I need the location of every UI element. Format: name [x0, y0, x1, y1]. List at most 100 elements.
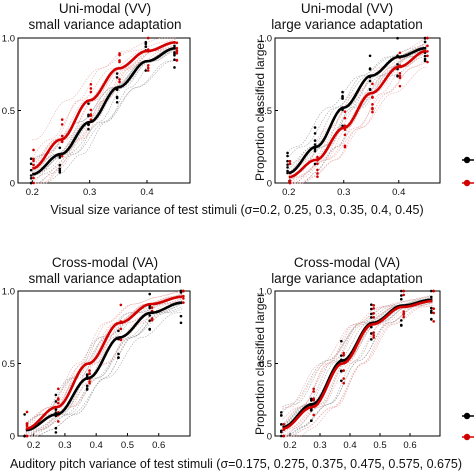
subject-point: [280, 423, 283, 426]
subject-point: [398, 76, 402, 80]
subject-curve: [32, 60, 176, 175]
subject-point: [370, 303, 373, 306]
subject-point: [119, 338, 123, 342]
subject-point: [342, 381, 346, 385]
subject-point: [396, 74, 399, 78]
y-tick-label: 0: [267, 432, 272, 443]
subject-curve: [25, 290, 183, 429]
subject-point: [398, 51, 402, 55]
subject-point: [115, 76, 119, 79]
panel-title: Cross-modal (VA): [294, 255, 400, 270]
subject-point: [371, 82, 374, 86]
subject-curve: [32, 59, 176, 181]
subject-point: [426, 44, 429, 48]
subject-curve: [282, 302, 433, 437]
panel-vv-small: Uni-modal (VV) small variance adaptation…: [2, 1, 191, 198]
subject-point: [60, 123, 64, 126]
x-tick-label: 0.4: [392, 187, 405, 198]
y-tick-label: 0.5: [2, 359, 15, 370]
subject-point: [368, 67, 372, 70]
subject-point: [85, 373, 89, 376]
panel-subtitle: large variance adaptation: [271, 17, 423, 32]
subject-curve: [32, 40, 176, 184]
subject-curve: [25, 295, 183, 437]
subject-point: [58, 156, 62, 159]
y-axis-label: Proportion classified larger: [253, 293, 267, 435]
subject-point: [148, 292, 152, 296]
subject-point: [432, 307, 436, 310]
subject-curve: [288, 42, 427, 184]
subject-point: [58, 167, 62, 171]
legend-marker: [463, 412, 471, 420]
subject-point: [25, 434, 29, 438]
subject-point: [29, 174, 33, 177]
subject-point: [313, 132, 317, 135]
subject-point: [396, 36, 399, 40]
subject-curve: [288, 48, 427, 157]
subject-point: [286, 169, 289, 173]
subject-point: [144, 45, 148, 48]
subject-point: [150, 306, 154, 309]
mean-fit-curve: [282, 298, 433, 429]
subject-point: [280, 430, 283, 434]
subject-point: [343, 110, 347, 113]
subject-point: [343, 133, 347, 137]
subject-point: [372, 312, 376, 315]
subject-point: [370, 325, 373, 329]
subject-point: [144, 69, 148, 72]
subject-point: [426, 54, 429, 58]
subject-point: [426, 36, 429, 40]
subject-curve: [25, 295, 183, 427]
subject-point: [396, 63, 399, 66]
subject-point: [370, 307, 373, 311]
subject-point: [341, 97, 344, 100]
subject-point: [56, 420, 60, 423]
subject-point: [313, 143, 317, 146]
subject-curve: [25, 303, 183, 437]
subject-point: [368, 54, 372, 58]
y-tick-label: 0: [267, 179, 272, 190]
subject-curve: [288, 51, 427, 180]
subject-point: [179, 291, 183, 294]
legend-marker: [463, 179, 471, 187]
subject-point: [54, 426, 58, 430]
subject-point: [316, 172, 319, 175]
subject-point: [286, 151, 289, 155]
subject-point: [118, 80, 121, 84]
subject-point: [372, 304, 376, 307]
subject-point: [179, 314, 183, 318]
y-tick-label: 0.5: [259, 106, 272, 117]
subject-point: [280, 411, 283, 414]
subject-point: [150, 318, 154, 322]
panel-va-small: Cross-modal (VA) small variance adaptati…: [2, 255, 191, 451]
subject-point: [146, 69, 150, 72]
x-axis-label-top: Visual size variance of test stimuli (σ=…: [50, 203, 423, 217]
subject-point: [118, 53, 121, 57]
x-tick-label: 0.5: [121, 440, 134, 451]
subject-curve: [282, 302, 433, 434]
subject-point: [368, 87, 372, 91]
subject-point: [316, 155, 319, 159]
subject-point: [282, 422, 286, 426]
subject-point: [173, 66, 176, 69]
subject-point: [60, 118, 64, 121]
subject-point: [371, 110, 374, 114]
subject-curve: [282, 304, 433, 437]
subject-point: [148, 319, 152, 322]
subject-point: [286, 154, 289, 158]
plot-frame: [17, 37, 191, 184]
subject-point: [32, 157, 35, 161]
subject-point: [430, 311, 433, 314]
subject-point: [313, 147, 317, 151]
x-tick-label: 0.2: [26, 187, 39, 198]
subject-point: [89, 82, 93, 86]
subject-point: [370, 316, 373, 319]
subject-point: [423, 57, 427, 61]
subject-curve: [288, 51, 427, 178]
subject-point: [119, 303, 123, 307]
subject-point: [368, 79, 372, 83]
subject-point: [175, 46, 179, 50]
subject-point: [182, 297, 185, 300]
y-tick-label: 0.5: [259, 359, 272, 370]
subject-point: [32, 148, 35, 152]
